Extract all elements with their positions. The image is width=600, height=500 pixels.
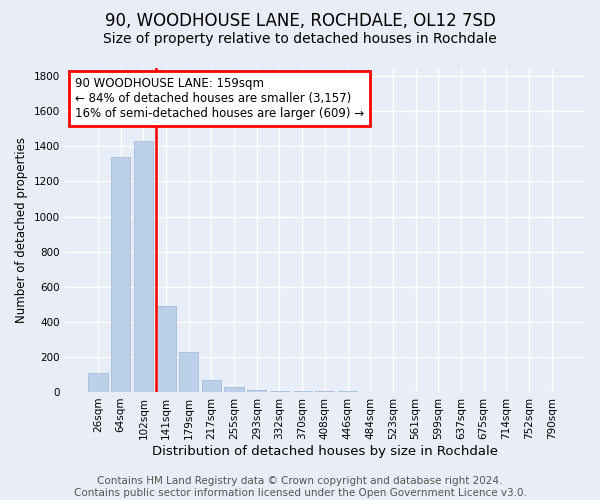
Bar [111, 157, 130, 392]
Bar [270, 390, 289, 392]
Bar [293, 391, 312, 392]
Bar [134, 141, 153, 392]
Text: Size of property relative to detached houses in Rochdale: Size of property relative to detached ho… [103, 32, 497, 46]
Text: Contains HM Land Registry data © Crown copyright and database right 2024.
Contai: Contains HM Land Registry data © Crown c… [74, 476, 526, 498]
X-axis label: Distribution of detached houses by size in Rochdale: Distribution of detached houses by size … [152, 444, 498, 458]
Bar [202, 380, 221, 392]
Bar [224, 386, 244, 392]
Bar [157, 306, 176, 392]
Bar [247, 390, 266, 392]
Text: 90, WOODHOUSE LANE, ROCHDALE, OL12 7SD: 90, WOODHOUSE LANE, ROCHDALE, OL12 7SD [104, 12, 496, 30]
Bar [179, 352, 199, 392]
Bar [88, 372, 107, 392]
Y-axis label: Number of detached properties: Number of detached properties [15, 136, 28, 322]
Text: 90 WOODHOUSE LANE: 159sqm
← 84% of detached houses are smaller (3,157)
16% of se: 90 WOODHOUSE LANE: 159sqm ← 84% of detac… [75, 77, 364, 120]
